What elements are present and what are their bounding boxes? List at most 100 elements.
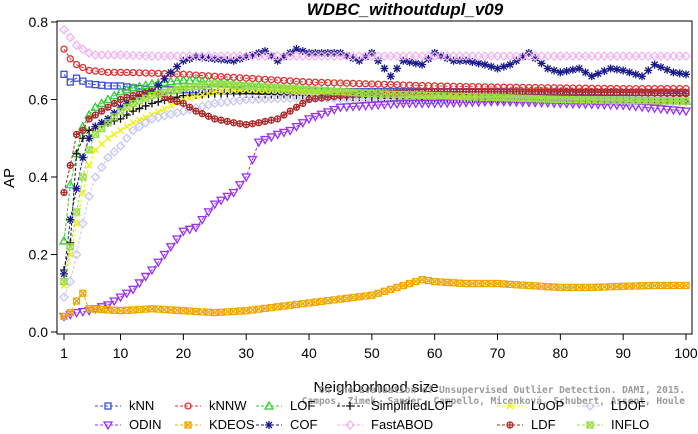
point-ldf (236, 120, 244, 128)
point-ldof (140, 117, 151, 128)
point-ldf (506, 88, 514, 96)
point-ldf (569, 88, 577, 96)
point-fastabod (128, 50, 139, 61)
point-cof (669, 68, 678, 77)
point-loop (85, 161, 93, 169)
legend-marker-cof (265, 421, 273, 429)
point-kdeos (387, 285, 395, 294)
point-odin (429, 99, 440, 109)
point-kdeos (336, 295, 345, 303)
point-cof (556, 68, 565, 77)
point-fastabod (348, 51, 358, 62)
legend-marker-ldf (506, 421, 514, 429)
point-kdeos (405, 279, 414, 288)
point-fastabod (611, 51, 622, 62)
point-fastabod (335, 51, 346, 62)
point-odin (234, 181, 246, 191)
point-kdeos (72, 297, 81, 305)
point-ldof (115, 141, 126, 151)
point-cof (85, 134, 94, 143)
point-kdeos (242, 307, 250, 315)
point-cof (242, 52, 251, 61)
point-ldf (66, 161, 74, 169)
x-tick-label: 60 (427, 345, 443, 361)
point-ldf (625, 89, 634, 97)
y-tick-label: 0.2 (29, 247, 49, 263)
point-inflo (681, 97, 691, 105)
point-cof (537, 59, 546, 68)
point-kdeos (349, 293, 357, 302)
x-tick-label: 1 (60, 345, 68, 361)
point-cof (361, 52, 370, 61)
point-fastabod (241, 51, 252, 62)
point-fastabod (624, 51, 635, 62)
point-loop (154, 108, 162, 116)
point-cof (235, 54, 244, 63)
point-odin (486, 97, 497, 107)
point-fastabod (203, 51, 214, 62)
legend-item-ldof: LDOF (577, 398, 646, 413)
point-fastabod (191, 51, 201, 62)
point-fastabod (228, 51, 239, 62)
point-cof (550, 66, 559, 75)
point-ldf (562, 88, 571, 96)
point-fastabod (398, 51, 409, 62)
x-axis-label: Neighborhood size (313, 379, 438, 396)
point-odin (391, 100, 403, 110)
point-inflo (97, 124, 107, 133)
legend-label: SimplifiedLOF (371, 398, 453, 413)
point-cof (418, 60, 427, 69)
point-cof (122, 99, 131, 108)
point-ldf (186, 103, 194, 111)
point-lof (65, 179, 76, 189)
point-kdeos (267, 303, 275, 312)
point-kdeos (311, 298, 319, 306)
point-fastabod (511, 51, 522, 62)
point-ldf (682, 90, 690, 98)
point-odin (272, 130, 283, 140)
point-inflo (84, 146, 94, 154)
point-loop (211, 88, 219, 96)
point-cof (342, 51, 351, 60)
point-ldf (104, 103, 112, 111)
point-ldf (179, 99, 188, 107)
legend-marker-knnw (184, 402, 192, 410)
point-ldf (255, 119, 263, 127)
legend-marker-fastabod (345, 420, 355, 430)
point-cof (78, 153, 87, 162)
legend-label: ODIN (129, 417, 162, 432)
point-cof (656, 63, 665, 72)
point-cof (606, 64, 615, 73)
point-fastabod (153, 51, 164, 62)
point-odin (197, 215, 208, 225)
legend-marker-kdeos (184, 421, 192, 429)
point-inflo (65, 243, 75, 251)
point-ldof (90, 172, 101, 182)
point-loop (129, 119, 137, 127)
point-fastabod (442, 51, 453, 62)
point-ldf (638, 89, 646, 97)
point-cof (682, 70, 690, 79)
point-lof (197, 75, 208, 85)
point-knnw (66, 55, 74, 63)
point-odin (674, 106, 685, 116)
watermark-line-2: Campos, Zimek, Sander, Campello, Micenko… (302, 396, 685, 407)
point-fastabod (410, 51, 421, 62)
point-cof (575, 64, 584, 73)
point-odin (662, 105, 673, 115)
point-simplifiedlof (147, 99, 156, 108)
legend-marker-odin (102, 421, 114, 431)
point-odin (102, 301, 114, 311)
point-fastabod (178, 51, 189, 62)
point-kdeos (650, 281, 659, 290)
point-inflo (109, 113, 119, 121)
point-fastabod (542, 51, 553, 62)
point-odin (668, 106, 679, 116)
point-odin (473, 98, 484, 108)
point-fastabod (172, 51, 183, 62)
point-fastabod (486, 51, 497, 62)
point-fastabod (278, 51, 289, 62)
series-ldf (60, 88, 690, 197)
point-simplifiedlof (141, 101, 150, 110)
point-fastabod (643, 51, 654, 62)
